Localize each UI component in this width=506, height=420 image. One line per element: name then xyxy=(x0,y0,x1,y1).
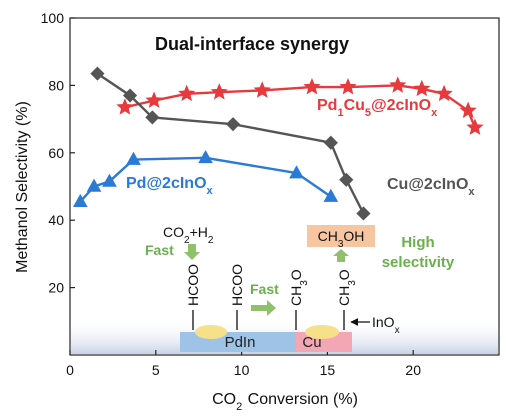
formate-left: HCOO xyxy=(185,264,201,306)
series-0 xyxy=(116,76,484,135)
data-point xyxy=(122,88,138,103)
fast-label-mid: Fast xyxy=(250,281,279,297)
cu-label: Cu xyxy=(302,334,321,351)
data-point xyxy=(145,91,163,108)
data-point xyxy=(466,118,484,135)
x-tick-label: 5 xyxy=(152,362,160,378)
interface-dot-left xyxy=(195,325,227,339)
x-axis-label: CO2 Conversion (%) xyxy=(212,391,358,413)
data-point xyxy=(323,135,338,150)
fast-label-top: Fast xyxy=(145,242,174,258)
cu-bar xyxy=(296,332,352,352)
data-point xyxy=(356,206,371,221)
data-point xyxy=(323,188,339,202)
data-point xyxy=(210,83,228,100)
x-axis-label-sub: 2 xyxy=(236,401,242,413)
x-tick-label: 0 xyxy=(66,362,74,378)
data-point xyxy=(178,84,196,102)
data-point xyxy=(86,178,102,192)
product-label: CH3OH xyxy=(318,228,365,250)
series-1 xyxy=(72,150,339,207)
x-tick-label: 10 xyxy=(234,362,250,378)
product-box xyxy=(307,225,375,247)
data-point xyxy=(303,78,321,95)
y-tick-label: 100 xyxy=(41,10,65,26)
reactant-label: CO2+H2 xyxy=(163,224,214,246)
data-point xyxy=(253,81,271,98)
methoxy-right: CH3O xyxy=(336,269,358,306)
series-layer xyxy=(72,66,484,221)
series-2 xyxy=(90,66,371,221)
data-point xyxy=(459,101,477,118)
chart-title: Dual-interface synergy xyxy=(155,34,349,54)
y-axis-label: Methanol Selectivity (%) xyxy=(14,101,31,273)
legend-pd: Pd@2cInOx xyxy=(126,175,214,197)
data-point xyxy=(225,117,241,132)
data-point xyxy=(198,150,213,164)
plot-frame xyxy=(69,17,500,356)
data-point xyxy=(145,110,160,125)
data-point xyxy=(102,173,117,187)
y-tick-label: 80 xyxy=(48,77,64,93)
y-tick-label: 20 xyxy=(48,280,64,296)
high-label: High xyxy=(401,234,434,251)
formate-right: HCOO xyxy=(229,264,245,306)
selectivity-label: selectivity xyxy=(382,254,455,271)
inox-label: InOx xyxy=(372,314,400,336)
pdin-label: PdIn xyxy=(225,334,256,351)
product-arrow-up xyxy=(333,249,349,262)
data-point xyxy=(435,84,453,102)
x-tick-label: 15 xyxy=(320,362,336,378)
data-point xyxy=(339,172,354,187)
fast-arrow-down xyxy=(184,244,200,260)
mechanism-inset: PdIn Cu InOx CO2+H2 Fast HCOO HCOO Fast … xyxy=(145,224,455,352)
legend-pd1cu5: Pd1Cu5@2cInOx xyxy=(317,97,438,119)
legend-cu: Cu@2cInOx xyxy=(387,176,475,198)
data-point xyxy=(72,193,88,207)
data-point xyxy=(389,76,407,93)
data-point xyxy=(116,98,134,115)
y-axis: 20 40 60 80 100 xyxy=(41,10,75,296)
methoxy-left: CH3O xyxy=(288,269,310,306)
x-tick-label: 20 xyxy=(405,362,421,378)
data-point xyxy=(339,78,357,95)
data-point xyxy=(90,66,105,81)
data-point xyxy=(126,151,141,165)
y-tick-label: 60 xyxy=(48,145,64,161)
interface-dot-right xyxy=(305,325,339,339)
fast-arrow-right xyxy=(251,300,276,316)
data-point xyxy=(413,79,431,97)
data-point xyxy=(289,165,304,179)
y-tick-label: 40 xyxy=(48,212,64,228)
x-axis-label-rest: Conversion (%) xyxy=(243,391,358,408)
x-axis: 0 5 10 15 20 xyxy=(66,350,421,378)
